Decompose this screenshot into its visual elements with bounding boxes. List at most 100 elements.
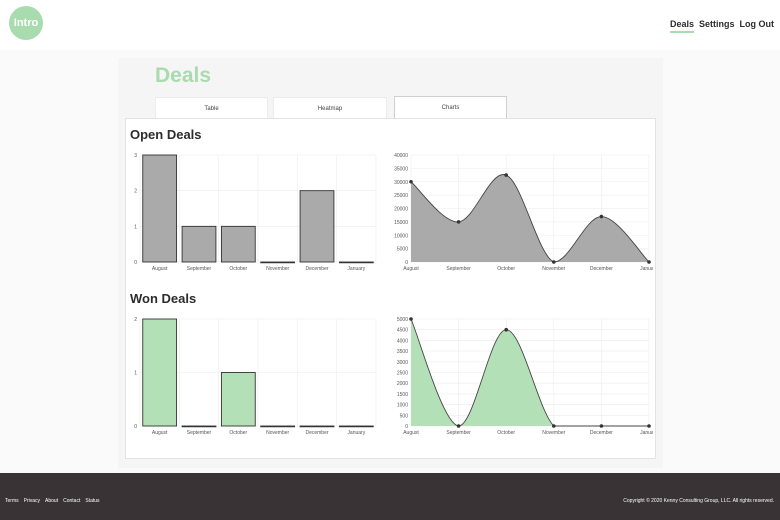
y-tick-label: 3	[134, 153, 137, 159]
x-tick-label: October	[229, 266, 247, 272]
data-point	[409, 179, 413, 184]
bar	[299, 425, 335, 428]
y-tick-label: 25000	[394, 193, 408, 199]
data-point	[456, 220, 461, 224]
won-deals-count-chart: 0 1 2 August September October November Decembe…	[134, 317, 377, 436]
open-deals-value-chart: 0 5000 10000 15000 20000 25000 30000 35000 40000…	[394, 153, 653, 272]
x-tick-label: December	[305, 266, 328, 272]
top-bar: Intro Deals Settings Log Out	[0, 0, 780, 50]
bar	[142, 154, 178, 263]
y-tick-label: 1500	[397, 392, 408, 398]
area-fill	[411, 174, 649, 262]
y-tick-label: 3000	[397, 360, 408, 366]
y-tick-label: 20000	[394, 207, 408, 213]
bar	[338, 261, 374, 264]
bar	[181, 225, 217, 263]
y-tick-label: 1000	[397, 403, 408, 409]
data-point	[647, 260, 651, 264]
data-point	[409, 317, 413, 321]
footer-about-link[interactable]: About	[45, 498, 59, 504]
open-deals-count-chart: 0 1 2 3 August September October November Decemb…	[134, 153, 377, 272]
x-tick-label: January	[347, 430, 365, 436]
x-tick-label: December	[590, 430, 613, 436]
x-tick-label: December	[590, 266, 613, 272]
footer-status-link[interactable]: Status	[85, 498, 100, 504]
y-tick-label: 5000	[397, 317, 408, 323]
x-tick-label: August	[403, 430, 419, 436]
footer-contact-link[interactable]: Contact	[63, 498, 81, 504]
footer-links: Terms Privacy About Contact Status	[5, 498, 100, 504]
y-tick-label: 0	[405, 424, 408, 430]
data-point	[504, 327, 508, 332]
bar	[142, 318, 178, 427]
bar	[220, 225, 256, 263]
data-point	[599, 424, 604, 428]
bar	[338, 425, 374, 428]
data-point	[456, 424, 461, 428]
x-tick-label: September	[187, 430, 212, 436]
nav-deals-link[interactable]: Deals	[669, 19, 694, 33]
y-tick-label: 0	[134, 260, 137, 266]
y-tick-label: 0	[134, 424, 137, 430]
x-tick-label: September	[446, 430, 471, 436]
logo[interactable]: Intro	[9, 6, 43, 40]
data-point	[504, 173, 508, 177]
x-tick-label: October	[229, 430, 247, 436]
footer-terms-link[interactable]: Terms	[5, 498, 19, 504]
nav-settings-link[interactable]: Settings	[698, 19, 735, 29]
y-tick-label: 2	[134, 189, 137, 195]
data-point	[647, 424, 651, 428]
y-tick-label: 5000	[397, 247, 408, 253]
won-deals-title: Won Deals	[130, 291, 197, 306]
x-tick-label: October	[497, 430, 515, 436]
y-tick-label: 40000	[394, 153, 408, 159]
y-tick-label: 2	[134, 317, 137, 323]
x-tick-label: November	[542, 430, 565, 436]
x-tick-label: August	[152, 430, 168, 436]
data-point	[552, 424, 556, 428]
x-tick-label: September	[187, 266, 212, 272]
y-tick-label: 3500	[397, 349, 408, 355]
x-tick-label: October	[497, 266, 515, 272]
y-tick-label: 15000	[394, 220, 408, 226]
data-point	[599, 214, 604, 219]
won-deals-value-chart: 0 500 1000 1500 2000 2500 3000 3500 4000 4500 5000…	[397, 317, 653, 436]
y-tick-label: 1	[134, 371, 137, 377]
x-tick-label: November	[266, 430, 289, 436]
bar	[181, 425, 217, 428]
copyright-text: Copyright © 2020 Kenny Consulting Group,…	[623, 498, 774, 504]
open-deals-title: Open Deals	[130, 127, 202, 142]
y-tick-label: 10000	[394, 233, 408, 239]
y-tick-label: 1	[134, 224, 137, 230]
x-tick-label: December	[305, 430, 328, 436]
nav-logout-link[interactable]: Log Out	[739, 19, 775, 29]
x-tick-label: September	[446, 266, 471, 272]
tab-table[interactable]: Table	[155, 97, 268, 119]
y-tick-label: 30000	[394, 180, 408, 186]
bar	[260, 261, 296, 264]
y-tick-label: 500	[400, 413, 409, 419]
y-tick-label: 2000	[397, 381, 408, 387]
main-nav: Deals Settings Log Out	[669, 19, 775, 33]
y-tick-label: 4000	[397, 338, 408, 344]
tab-charts[interactable]: Charts	[394, 96, 507, 119]
y-tick-label: 35000	[394, 166, 408, 172]
x-tick-label: November	[266, 266, 289, 272]
page-title: Deals	[155, 64, 212, 87]
y-tick-label: 2500	[397, 371, 408, 377]
y-tick-label: 4500	[397, 328, 408, 334]
bar	[220, 372, 256, 427]
footer: Terms Privacy About Contact Status Copyr…	[0, 473, 780, 520]
footer-privacy-link[interactable]: Privacy	[23, 498, 41, 504]
tab-heatmap[interactable]: Heatmap	[273, 97, 387, 119]
data-point	[552, 260, 556, 264]
x-tick-label: November	[542, 266, 565, 272]
charts-panel: Open Deals Won Deals 0 1 2 3 August September…	[125, 118, 656, 459]
x-tick-label: January	[347, 266, 365, 272]
x-tick-label: August	[152, 266, 168, 272]
x-tick-label: January	[640, 430, 653, 436]
y-tick-label: 0	[405, 260, 408, 266]
x-tick-label: January	[640, 266, 653, 272]
series-line	[410, 174, 650, 263]
bar	[260, 425, 296, 428]
